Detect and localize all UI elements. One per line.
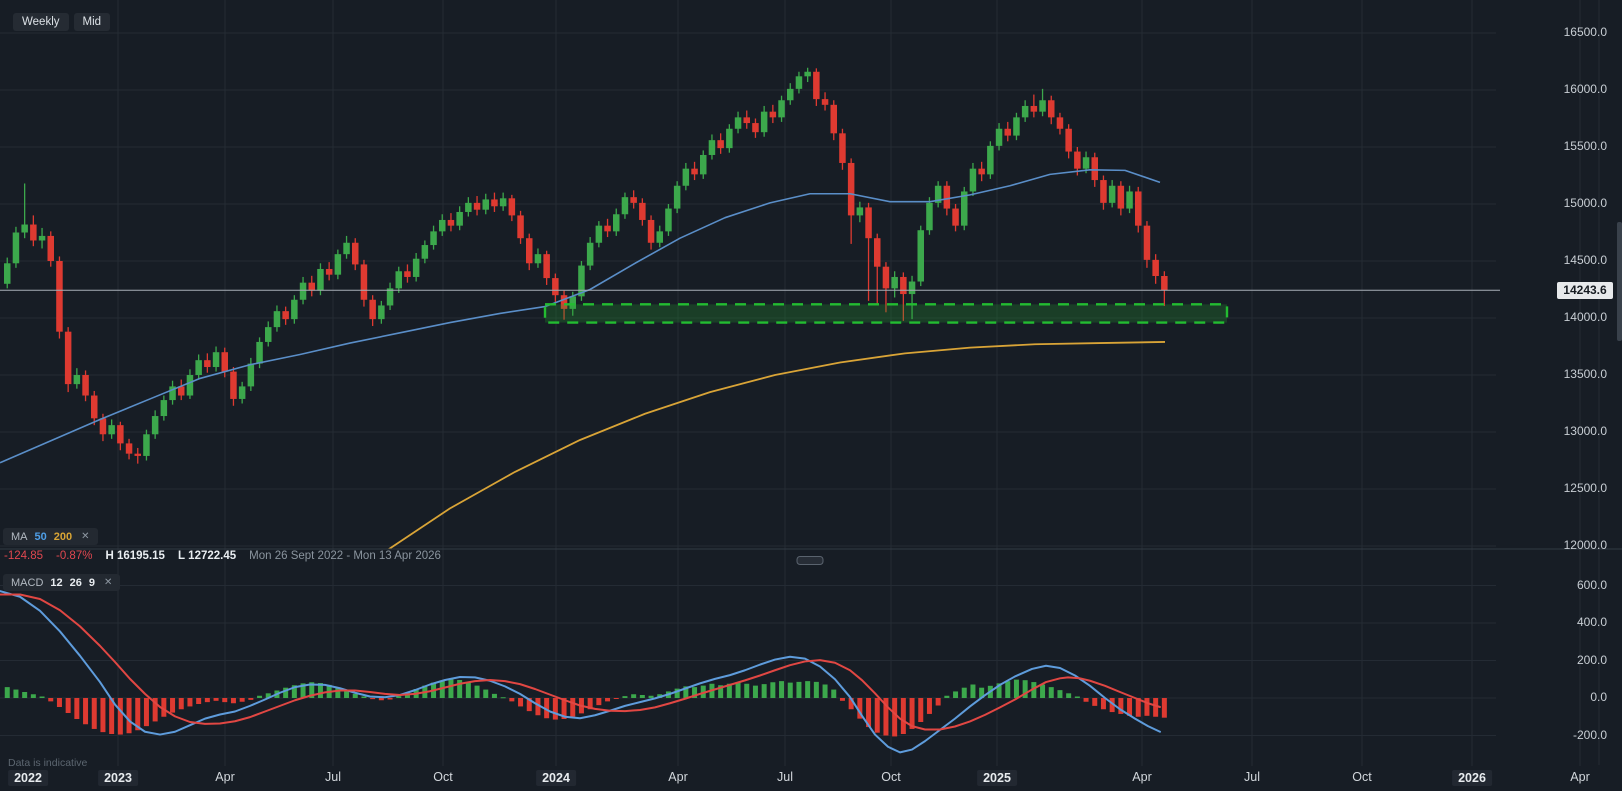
instrument-status-bar: -124.85 -0.87% H 16195.15 L 12722.45 Mon… <box>4 550 441 562</box>
macd-signal-line <box>0 593 1161 731</box>
price-tick-label: 0.0 <box>1590 690 1607 704</box>
price-tick-label: 15500.0 <box>1563 139 1607 153</box>
drawings-layer <box>543 303 1229 324</box>
candles-layer <box>4 67 1168 464</box>
price-tick-label: 12000.0 <box>1563 538 1607 552</box>
price-tick-label: 16000.0 <box>1563 82 1607 96</box>
last-price-tag: 14243.6 <box>1557 281 1613 299</box>
time-axis-month-label: Oct <box>881 770 901 784</box>
data-indicative-watermark: Data is indicative <box>8 757 88 769</box>
date-range: Mon 26 Sept 2022 - Mon 13 Apr 2026 <box>249 550 441 562</box>
price-type-button[interactable]: Mid <box>73 13 111 31</box>
macd-histogram <box>4 679 1167 737</box>
time-axis-month-label: Apr <box>1132 770 1152 784</box>
moving-averages-layer <box>0 169 1166 549</box>
price-tick-label: 600.0 <box>1576 577 1607 592</box>
price-axis[interactable]: 16500.0 16000.0 15500.0 15000.0 14500.0 14000… <box>1500 0 1607 765</box>
time-axis-month-label: Oct <box>1352 770 1372 784</box>
ma200-line <box>387 341 1166 549</box>
macd-fast-period: 12 <box>50 576 63 589</box>
macd-lines <box>0 590 1161 754</box>
price-tick-label: 15000.0 <box>1563 196 1607 210</box>
macd-slow-period: 26 <box>69 576 82 589</box>
timeframe-button[interactable]: Weekly <box>13 13 69 31</box>
support-zone-drawing[interactable] <box>543 303 1229 324</box>
price-tick-label: 13000.0 <box>1563 424 1607 438</box>
price-tick-label: -200.0 <box>1572 727 1607 742</box>
ma-legend-close-icon[interactable]: ✕ <box>81 531 90 542</box>
time-axis-year-label: 2024 <box>536 770 576 786</box>
price-tick-label: 12500.0 <box>1563 481 1607 495</box>
time-axis-month-label: Apr <box>668 770 688 784</box>
macd-line <box>0 590 1161 754</box>
range-low: L 12722.45 <box>177 550 237 562</box>
price-axis-scrollbar[interactable] <box>1617 222 1622 341</box>
time-axis-year-label: 2022 <box>8 770 48 786</box>
time-axis-month-label: Oct <box>433 770 453 784</box>
macd-legend-label: MACD <box>11 576 44 589</box>
range-high: H 16195.15 <box>105 550 165 562</box>
panel-resize-handle[interactable] <box>796 556 824 565</box>
time-axis-month-label: Apr <box>1570 770 1590 784</box>
time-axis-month-label: Jul <box>1244 770 1260 784</box>
time-axis-month-label: Jul <box>325 770 341 784</box>
time-axis[interactable]: 2022 2023 Apr Jul Oct 2024 Apr Jul Oct 2025 Apr Jul… <box>0 766 1622 791</box>
price-tick-label: 14500.0 <box>1563 253 1607 267</box>
macd-indicator-legend[interactable]: MACD 12 26 9 ✕ <box>3 574 121 591</box>
time-axis-year-label: 2025 <box>977 770 1017 786</box>
ma-slow-period: 200 <box>53 530 73 543</box>
time-axis-month-label: Jul <box>777 770 793 784</box>
price-tick-label: 200.0 <box>1576 652 1607 667</box>
macd-signal-period: 9 <box>88 576 96 589</box>
chart-toolbar: Weekly Mid <box>13 13 111 31</box>
price-tick-label: 400.0 <box>1576 615 1607 629</box>
price-tick-label: 16500.0 <box>1563 25 1607 39</box>
ma-legend-label: MA <box>11 530 28 543</box>
time-axis-year-label: 2026 <box>1452 770 1492 786</box>
ma-indicator-legend[interactable]: MA 50 200 ✕ <box>3 528 98 545</box>
ma-fast-period: 50 <box>34 530 47 543</box>
time-axis-month-label: Apr <box>215 770 235 784</box>
gridlines <box>0 0 1600 766</box>
price-tick-label: 13500.0 <box>1563 367 1607 381</box>
time-axis-year-label: 2023 <box>98 770 138 786</box>
ma50-line <box>0 169 1161 464</box>
price-change-percent: -0.87% <box>56 550 93 562</box>
macd-legend-close-icon[interactable]: ✕ <box>104 577 113 588</box>
price-tick-label: 14000.0 <box>1563 310 1607 324</box>
price-change: -124.85 <box>4 550 44 562</box>
